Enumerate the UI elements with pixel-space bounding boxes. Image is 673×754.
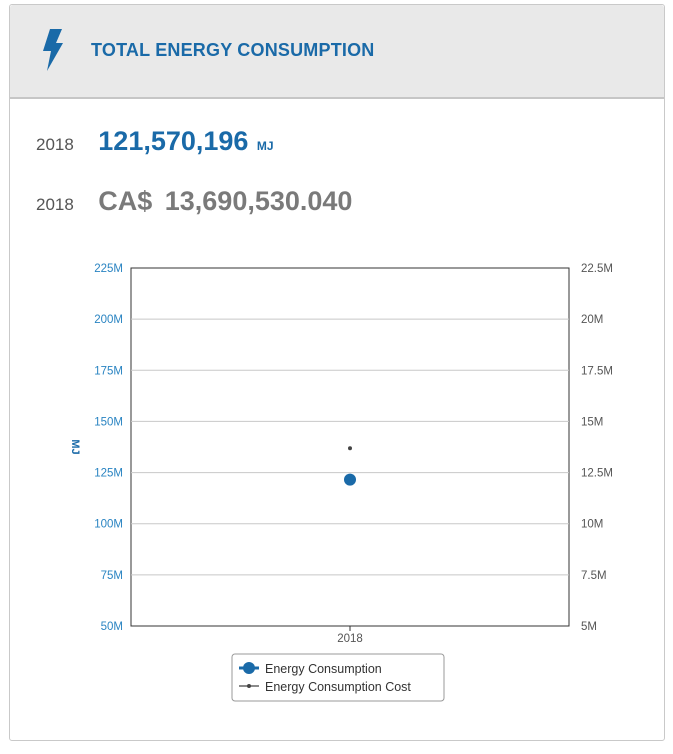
cost-stat-year: 2018 <box>36 195 74 214</box>
cost-stat-prefix: CA$ <box>98 186 153 216</box>
left-axis-tick-label: 225M <box>94 263 123 275</box>
right-axis-tick-label: 12.5M <box>581 468 613 480</box>
energy-card: TOTAL ENERGY CONSUMPTION <box>9 4 665 741</box>
energy-stat-unit: MJ <box>256 139 274 153</box>
left-axis-tick-label: 150M <box>94 416 123 428</box>
x-axis-tick-label: 2018 <box>337 633 363 645</box>
energy-stat-year: 2018 <box>36 135 74 154</box>
cost-stat-value: 13,690,530.040 <box>164 186 353 216</box>
energy-stat-value: 121,570,196 <box>98 126 249 156</box>
right-axis-tick-label: 5M <box>581 621 597 633</box>
right-axis-tick-label: 15M <box>581 416 603 428</box>
legend-marker-energy-cost <box>247 684 251 688</box>
left-axis-tick-label: 50M <box>101 621 123 633</box>
legend-marker-energy-consumption <box>243 662 255 674</box>
legend-label-energy-consumption: Energy Consumption <box>265 662 382 676</box>
left-axis-tick-label: 200M <box>94 314 123 326</box>
right-axis-tick-label: 20M <box>581 314 603 326</box>
right-axis-tick-label: 7.5M <box>581 570 607 582</box>
legend-label-energy-cost: Energy Consumption Cost <box>265 680 411 694</box>
left-axis-tick-label: 175M <box>94 365 123 377</box>
energy-stat-row: 2018 121,570,196 MJ <box>36 126 274 157</box>
lightning-bolt-icon <box>43 29 63 71</box>
right-axis-tick-label: 17.5M <box>581 365 613 377</box>
energy-consumption-point <box>344 473 356 486</box>
left-axis-tick-label: 125M <box>94 468 123 480</box>
right-axis-tick-label: 22.5M <box>581 263 613 275</box>
right-axis-tick-label: 10M <box>581 519 603 531</box>
cost-stat-row: 2018 CA$ 13,690,530.040 <box>36 186 352 217</box>
left-axis-tick-label: 75M <box>101 570 123 582</box>
chart-legend <box>231 653 445 702</box>
left-axis-tick-label: 100M <box>94 519 123 531</box>
card-title: TOTAL ENERGY CONSUMPTION <box>91 40 375 60</box>
y-axis-label: MJ <box>69 439 81 454</box>
energy-cost-point <box>348 446 352 451</box>
card-header: TOTAL ENERGY CONSUMPTION <box>10 5 664 99</box>
